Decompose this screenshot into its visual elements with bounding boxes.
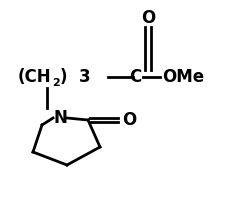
Text: (CH: (CH — [18, 68, 52, 86]
Text: 2: 2 — [52, 78, 60, 88]
Text: O: O — [122, 111, 136, 129]
Text: N: N — [53, 109, 67, 127]
Text: O: O — [141, 9, 155, 27]
Text: OMe: OMe — [162, 68, 204, 86]
Text: C: C — [129, 68, 141, 86]
Text: )  3: ) 3 — [60, 68, 91, 86]
